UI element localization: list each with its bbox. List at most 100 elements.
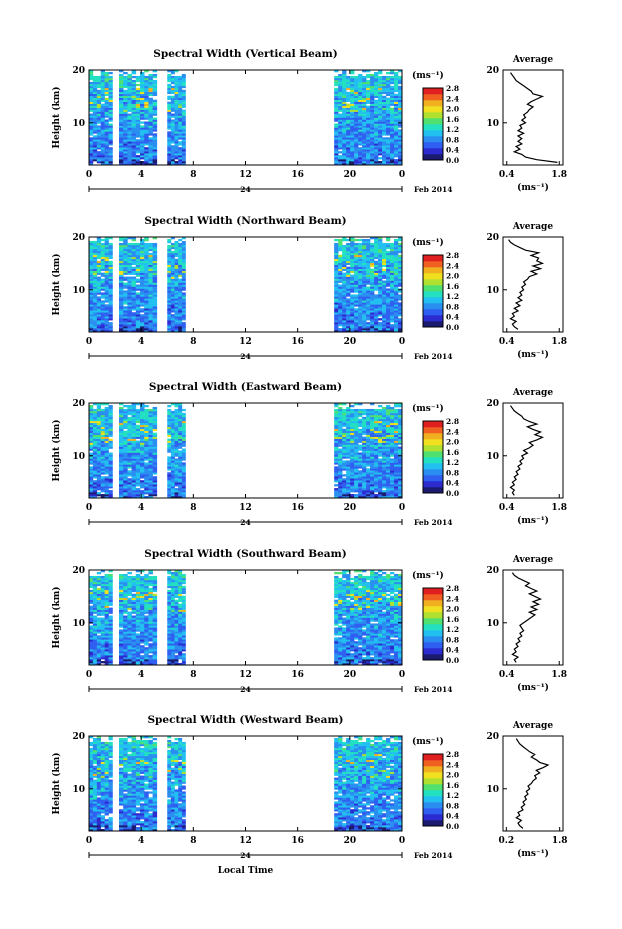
heatmap-cell [338, 472, 343, 475]
heatmap-cell [131, 131, 137, 134]
heatmap-cell [135, 115, 141, 118]
heatmap-cell [374, 117, 379, 120]
heatmap-cell [127, 264, 132, 267]
heatmap-cell [398, 484, 403, 487]
heatmap-cell [178, 246, 183, 250]
heatmap-cell [96, 133, 102, 136]
heatmap-cell [374, 270, 379, 273]
heatmap-cell [174, 474, 179, 477]
heatmap-cell [390, 137, 395, 140]
heatmap-cell [174, 260, 179, 264]
heatmap-cell [174, 117, 179, 120]
heatmap-cell [119, 256, 124, 260]
heatmap-cell [181, 308, 186, 311]
heatmap-cell [181, 326, 186, 329]
heatmap-cell [92, 418, 98, 422]
heatmap-cell [350, 77, 355, 81]
heatmap-cell [92, 462, 98, 465]
heatmap-cell [342, 91, 347, 95]
heatmap-cell [382, 242, 387, 246]
heatmap-cell [144, 264, 149, 267]
heatmap-cell [123, 300, 128, 303]
heatmap-cell [135, 274, 141, 277]
heatmap-cell [358, 141, 363, 144]
heatmap-cell [119, 294, 124, 297]
heatmap-cell [104, 256, 109, 260]
heatmap-cell [100, 113, 105, 116]
heatmap-cell [386, 131, 391, 134]
heatmap-cell [181, 480, 186, 483]
heatmap-cell [135, 284, 141, 287]
heatmap-cell [378, 438, 383, 441]
heatmap-cell [144, 278, 149, 281]
heatmap-cell [350, 115, 355, 118]
heatmap-cell [350, 316, 355, 319]
heatmap-cell [386, 272, 391, 275]
heatmap-cell [148, 322, 153, 325]
heatmap-cell [144, 330, 149, 333]
heatmap-cell [366, 123, 371, 126]
heatmap-cell [362, 99, 367, 102]
heatmap-cell [108, 410, 113, 414]
heatmap-cell [119, 480, 124, 483]
heatmap-cell [140, 314, 145, 317]
heatmap-cell [127, 133, 132, 136]
heatmap-cell [354, 330, 359, 333]
heatmap-cell [152, 268, 158, 271]
heatmap-cell [350, 472, 355, 475]
heatmap-cell [346, 496, 351, 499]
heatmap-cell [119, 306, 124, 309]
heatmap-cell [148, 468, 153, 471]
heatmap-cell [123, 95, 128, 99]
heatmap-cell [174, 484, 179, 487]
heatmap-cell [354, 298, 359, 301]
heatmap-cell [390, 306, 395, 309]
heatmap-cell [386, 250, 391, 254]
heatmap-cell [123, 123, 128, 126]
heatmap-cell [378, 258, 383, 262]
heatmap-cell [390, 298, 395, 301]
heatmap-cell [370, 440, 375, 443]
heatmap-cell [89, 103, 94, 106]
heatmap-cell [135, 155, 141, 158]
heatmap-cell [181, 466, 186, 469]
heatmap-cell [334, 294, 339, 297]
heatmap-cell [342, 418, 347, 422]
heatmap-cell [119, 304, 124, 307]
heatmap-cell [152, 85, 158, 89]
heatmap-cell [174, 470, 179, 473]
x-tick-label: 0 [86, 170, 92, 180]
heatmap-cell [167, 466, 172, 469]
heatmap-cell [354, 488, 359, 491]
heatmap-cell [100, 238, 105, 242]
heatmap-cell [89, 163, 94, 166]
heatmap-cell [140, 470, 145, 473]
heatmap-cell [338, 258, 343, 262]
heatmap-cell [394, 107, 399, 110]
heatmap-cell [152, 70, 158, 73]
heatmap-cell [135, 260, 141, 264]
heatmap-cell [100, 105, 105, 108]
heatmap-cell [398, 115, 403, 118]
heatmap-cell [92, 83, 98, 87]
heatmap-cell [144, 290, 149, 293]
heatmap-cell [346, 284, 351, 287]
heatmap-cell [350, 488, 355, 491]
heatmap-cell [152, 328, 158, 331]
heatmap-cell [123, 492, 128, 495]
heatmap-cell [390, 470, 395, 473]
heatmap-cell [390, 270, 395, 273]
heatmap-cell [370, 242, 375, 246]
heatmap-cell [148, 316, 153, 319]
heatmap-cell [366, 75, 371, 79]
heatmap-cell [127, 424, 132, 428]
heatmap-cell [174, 412, 179, 416]
heatmap-cell [92, 107, 98, 110]
heatmap-cell [119, 406, 124, 410]
heatmap-cell [334, 308, 339, 311]
heatmap-cell [123, 490, 128, 493]
heatmap-cell [362, 125, 367, 128]
colorbar-segment [423, 309, 443, 316]
heatmap-cell [89, 274, 94, 277]
heatmap-cell [394, 248, 399, 252]
